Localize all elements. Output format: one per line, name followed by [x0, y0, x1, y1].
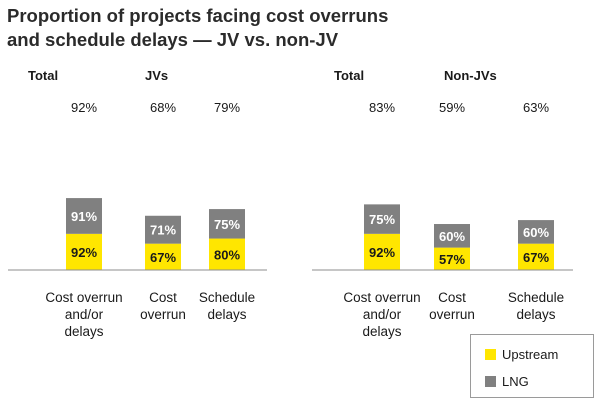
- bar-upstream: [209, 238, 245, 270]
- bar-label-lng: 91%: [71, 209, 97, 224]
- group-label-subset: Non-JVs: [444, 68, 497, 83]
- bar-upstream: [66, 233, 102, 270]
- legend-label-upstream: Upstream: [502, 347, 559, 362]
- bar-lng: [434, 224, 470, 248]
- bar-label-upstream: 57%: [439, 252, 465, 267]
- bar-label-upstream: 67%: [150, 250, 176, 265]
- category-label: delays: [516, 307, 555, 322]
- bar-upstream: [518, 243, 554, 270]
- category-label: and/or: [65, 307, 104, 322]
- category-label: delays: [64, 324, 103, 339]
- bar-label-upstream: 80%: [214, 247, 240, 262]
- category-label: Schedule: [199, 290, 255, 305]
- legend-item-upstream: Upstream: [485, 347, 558, 362]
- category-label: Cost overrun: [45, 290, 122, 305]
- total-label: 63%: [523, 100, 549, 115]
- bar-upstream: [434, 247, 470, 270]
- chart-title: Proportion of projects facing cost overr…: [7, 4, 567, 52]
- bar-lng: [145, 215, 181, 244]
- legend-label-lng: LNG: [502, 374, 529, 389]
- category-label: Cost: [438, 290, 466, 305]
- category-label: Schedule: [508, 290, 564, 305]
- category-label: overrun: [429, 307, 475, 322]
- bar-upstream: [364, 233, 400, 270]
- bar-label-upstream: 92%: [369, 245, 395, 260]
- group-label-total: Total: [28, 68, 58, 83]
- total-label: 59%: [439, 100, 465, 115]
- category-label: delays: [362, 324, 401, 339]
- bar-label-lng: 71%: [150, 223, 176, 238]
- legend-swatch-lng: [485, 376, 496, 387]
- total-label: 68%: [150, 100, 176, 115]
- category-label: and/or: [363, 307, 402, 322]
- category-label: delays: [207, 307, 246, 322]
- bar-lng: [66, 198, 102, 234]
- bar-lng: [209, 209, 245, 239]
- bar-label-upstream: 67%: [523, 250, 549, 265]
- bar-lng: [518, 220, 554, 244]
- category-label: Cost overrun: [343, 290, 420, 305]
- bar-label-lng: 75%: [214, 217, 240, 232]
- bar-label-lng: 60%: [523, 225, 549, 240]
- total-label: 83%: [369, 100, 395, 115]
- category-label: Cost: [149, 290, 177, 305]
- group-label-total: Total: [334, 68, 364, 83]
- chart-title-line-1: Proportion of projects facing cost overr…: [7, 5, 389, 26]
- bar-label-lng: 75%: [369, 212, 395, 227]
- bar-upstream: [145, 243, 181, 270]
- legend-swatch-upstream: [485, 349, 496, 360]
- bar-lng: [364, 204, 400, 234]
- total-label: 79%: [214, 100, 240, 115]
- legend-item-lng: LNG: [485, 374, 529, 389]
- category-label: overrun: [140, 307, 186, 322]
- group-label-subset: JVs: [145, 68, 168, 83]
- bar-label-upstream: 92%: [71, 245, 97, 260]
- chart-title-line-2: and schedule delays — JV vs. non-JV: [7, 29, 339, 50]
- legend: Upstream LNG: [470, 334, 594, 398]
- total-label: 92%: [71, 100, 97, 115]
- bar-label-lng: 60%: [439, 229, 465, 244]
